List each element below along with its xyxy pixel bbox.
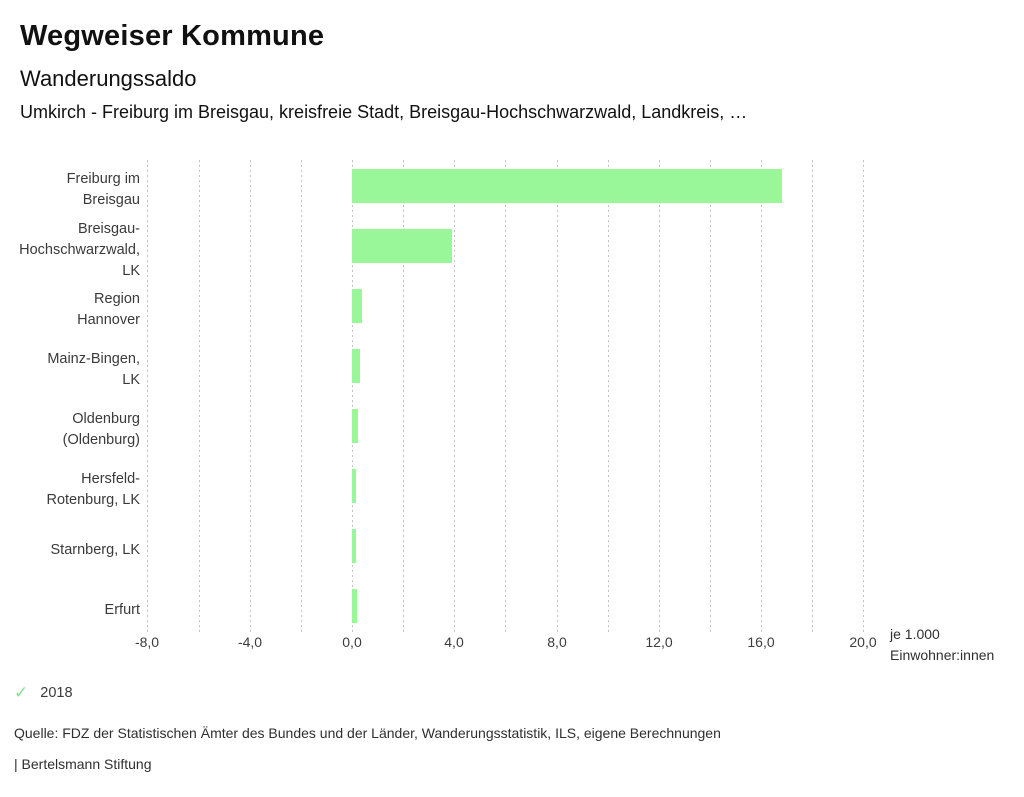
category-label: Mainz-Bingen, LK — [0, 340, 140, 400]
x-tick-label: 12,0 — [645, 634, 673, 650]
gridline — [199, 160, 200, 632]
check-icon: ✓ — [14, 683, 29, 702]
x-tick-label: -4,0 — [237, 634, 263, 650]
bar[interactable] — [352, 409, 358, 443]
legend-year-label: 2018 — [40, 684, 73, 701]
axis-unit-line-1: je 1.000 — [890, 626, 940, 642]
axis-unit-label: je 1.000 Einwohner:innen — [890, 624, 994, 666]
attribution: | Bertelsmann Stiftung — [14, 756, 152, 772]
axis-unit-line-2: Einwohner:innen — [890, 647, 995, 663]
chart-title: Wanderungssaldo — [20, 66, 197, 91]
category-label-line: Oldenburg — [72, 411, 140, 427]
x-tick-label: 20,0 — [849, 634, 877, 650]
category-label-line: Starnberg, LK — [50, 541, 140, 558]
category-label-line: Rotenburg, LK — [46, 492, 140, 508]
gridline — [505, 160, 506, 632]
gridline — [147, 160, 148, 632]
category-label-line: Region — [94, 291, 140, 307]
x-tick-label: 4,0 — [444, 634, 464, 650]
category-label-line: LK — [122, 262, 140, 279]
gridline — [403, 160, 404, 632]
category-label-line: Breisgau — [82, 192, 140, 208]
category-label-line: Hersfeld- — [81, 471, 140, 487]
category-label: Breisgau- Hochschwarzwald, LK — [0, 220, 140, 280]
x-tick-label: 0,0 — [342, 634, 362, 650]
bar[interactable] — [352, 169, 782, 203]
category-label-line: Hochschwarzwald, — [19, 241, 140, 258]
gridline — [454, 160, 455, 632]
x-tick-label: 8,0 — [547, 634, 567, 650]
category-label-line: (Oldenburg) — [62, 432, 140, 448]
category-label-line: LK — [122, 372, 140, 388]
x-tick-label: -8,0 — [134, 634, 160, 650]
gridline — [557, 160, 558, 632]
gridline — [659, 160, 660, 632]
gridline — [761, 160, 762, 632]
category-label-line: Hannover — [77, 312, 140, 328]
bar[interactable] — [352, 589, 357, 623]
bar-chart: je 1.000 Einwohner:innen Freiburg im Brei… — [0, 160, 1024, 680]
bar[interactable] — [352, 289, 362, 323]
category-label-line: Breisgau- — [77, 220, 140, 237]
bar[interactable] — [352, 229, 452, 263]
category-label-line: Freiburg im — [66, 171, 140, 187]
category-label: Hersfeld- Rotenburg, LK — [0, 460, 140, 520]
category-label-line: Mainz-Bingen, — [47, 351, 140, 367]
chart-subtitle: Umkirch - Freiburg im Breisgau, kreisfre… — [20, 102, 748, 122]
legend-item-2018[interactable]: ✓ 2018 — [14, 684, 73, 701]
gridline — [812, 160, 813, 632]
category-label: Region Hannover — [0, 280, 140, 340]
category-label: Oldenburg (Oldenburg) — [0, 400, 140, 460]
gridline — [250, 160, 251, 632]
gridline — [710, 160, 711, 632]
source-note: Quelle: FDZ der Statistischen Ämter des … — [14, 725, 721, 741]
category-label: Starnberg, LK — [0, 520, 140, 580]
x-tick-label: 16,0 — [747, 634, 775, 650]
gridline — [352, 160, 353, 632]
category-label: Freiburg im Breisgau — [0, 160, 140, 220]
category-label: Erfurt — [0, 580, 140, 640]
gridline — [608, 160, 609, 632]
category-label-line: Erfurt — [104, 601, 140, 618]
bar[interactable] — [352, 529, 356, 563]
gridline — [863, 160, 864, 632]
bar[interactable] — [352, 349, 360, 383]
bar[interactable] — [352, 469, 356, 503]
page-title: Wegweiser Kommune — [20, 20, 325, 52]
gridline — [301, 160, 302, 632]
